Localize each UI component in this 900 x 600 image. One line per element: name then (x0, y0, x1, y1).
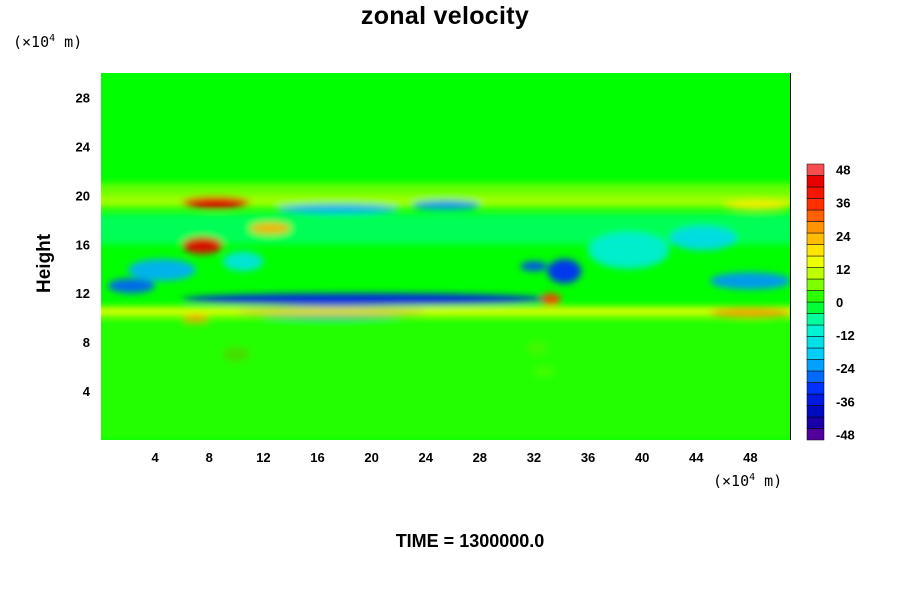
colorbar-label: 24 (836, 229, 851, 244)
x-tick-label: 16 (310, 450, 324, 465)
x-tick-label: 20 (364, 450, 378, 465)
colorbar-level (806, 428, 825, 441)
y-tick-label: 28 (76, 90, 90, 105)
x-tick-label: 8 (206, 450, 213, 465)
x-tick-label: 28 (473, 450, 487, 465)
velocity-feature (709, 272, 791, 290)
velocity-feature (669, 225, 737, 251)
x-tick-label: 4 (152, 450, 160, 465)
y-tick-label: 16 (76, 237, 90, 252)
velocity-field (101, 183, 791, 440)
colorbar-level (806, 370, 825, 383)
velocity-feature (709, 307, 791, 318)
colorbar-level (806, 301, 825, 314)
colorbar-level (806, 186, 825, 199)
velocity-band (101, 306, 791, 317)
velocity-feature (723, 200, 791, 211)
y-axis-unit: (×104 m) (13, 33, 83, 51)
colorbar-level (806, 416, 825, 429)
velocity-feature (540, 293, 562, 306)
colorbar-level (806, 267, 825, 280)
colorbar-label: -24 (836, 361, 856, 376)
x-tick-label: 12 (256, 450, 270, 465)
velocity-feature (182, 236, 223, 255)
velocity-feature (222, 251, 264, 272)
colorbar-level (806, 405, 825, 418)
y-tick-label: 12 (76, 286, 90, 301)
colorbar-level (806, 324, 825, 337)
x-axis-unit: (×104 m) (713, 472, 783, 490)
x-tick-label: 32 (527, 450, 541, 465)
chart-title: zonal velocity (360, 2, 530, 30)
colorbar-level (806, 255, 825, 268)
velocity-feature (128, 258, 196, 281)
velocity-band (101, 320, 791, 440)
colorbar-labels: 48 36 24 12 0 -12 -24 -36 -48 (836, 163, 856, 443)
x-tick-label: 24 (418, 450, 433, 465)
y-tick-label: 4 (83, 384, 91, 399)
x-tick-label: 36 (581, 450, 595, 465)
colorbar-level (806, 244, 825, 257)
x-tick-label: 40 (635, 450, 649, 465)
y-tick-label: 24 (76, 139, 91, 154)
colorbar-label: -12 (836, 328, 855, 343)
colorbar-level (806, 175, 825, 188)
colorbar-level (806, 290, 825, 303)
colorbar-label: 48 (836, 163, 850, 178)
x-axis-ticks: 4 8 12 16 20 24 28 32 36 40 44 48 (152, 450, 758, 465)
velocity-feature (249, 222, 291, 235)
colorbar-label: 12 (836, 262, 850, 277)
y-tick-label: 20 (76, 188, 90, 203)
colorbar-label: -36 (836, 394, 855, 409)
colorbar-label: -48 (836, 427, 855, 442)
velocity-feature (182, 293, 548, 306)
velocity-feature (547, 258, 582, 284)
colorbar-level (806, 382, 825, 395)
x-tick-label: 48 (743, 450, 757, 465)
colorbar-level (806, 232, 825, 245)
velocity-feature (107, 278, 156, 294)
colorbar-level (806, 209, 825, 222)
colorbar-level (806, 313, 825, 326)
velocity-feature (276, 203, 399, 214)
colorbar-label: 0 (836, 295, 843, 310)
colorbar-level (806, 221, 825, 234)
colorbar-level (806, 198, 825, 211)
colorbar-level (806, 359, 825, 372)
colorbar-level (806, 336, 825, 349)
y-tick-label: 8 (83, 335, 90, 350)
x-tick-label: 44 (689, 450, 704, 465)
colorbar-label: 36 (836, 196, 850, 211)
colorbar-level (806, 393, 825, 406)
velocity-feature (588, 232, 670, 269)
time-label: TIME = 1300000.0 (395, 531, 545, 551)
colorbar-level (806, 278, 825, 291)
colorbar-level (806, 163, 825, 176)
y-axis-ticks: 4 8 12 16 20 24 28 (76, 90, 91, 399)
colorbar (806, 163, 825, 441)
velocity-feature (182, 196, 250, 209)
colorbar-level (806, 347, 825, 360)
velocity-band (101, 183, 791, 196)
velocity-feature (520, 261, 548, 272)
velocity-feature (412, 200, 480, 211)
